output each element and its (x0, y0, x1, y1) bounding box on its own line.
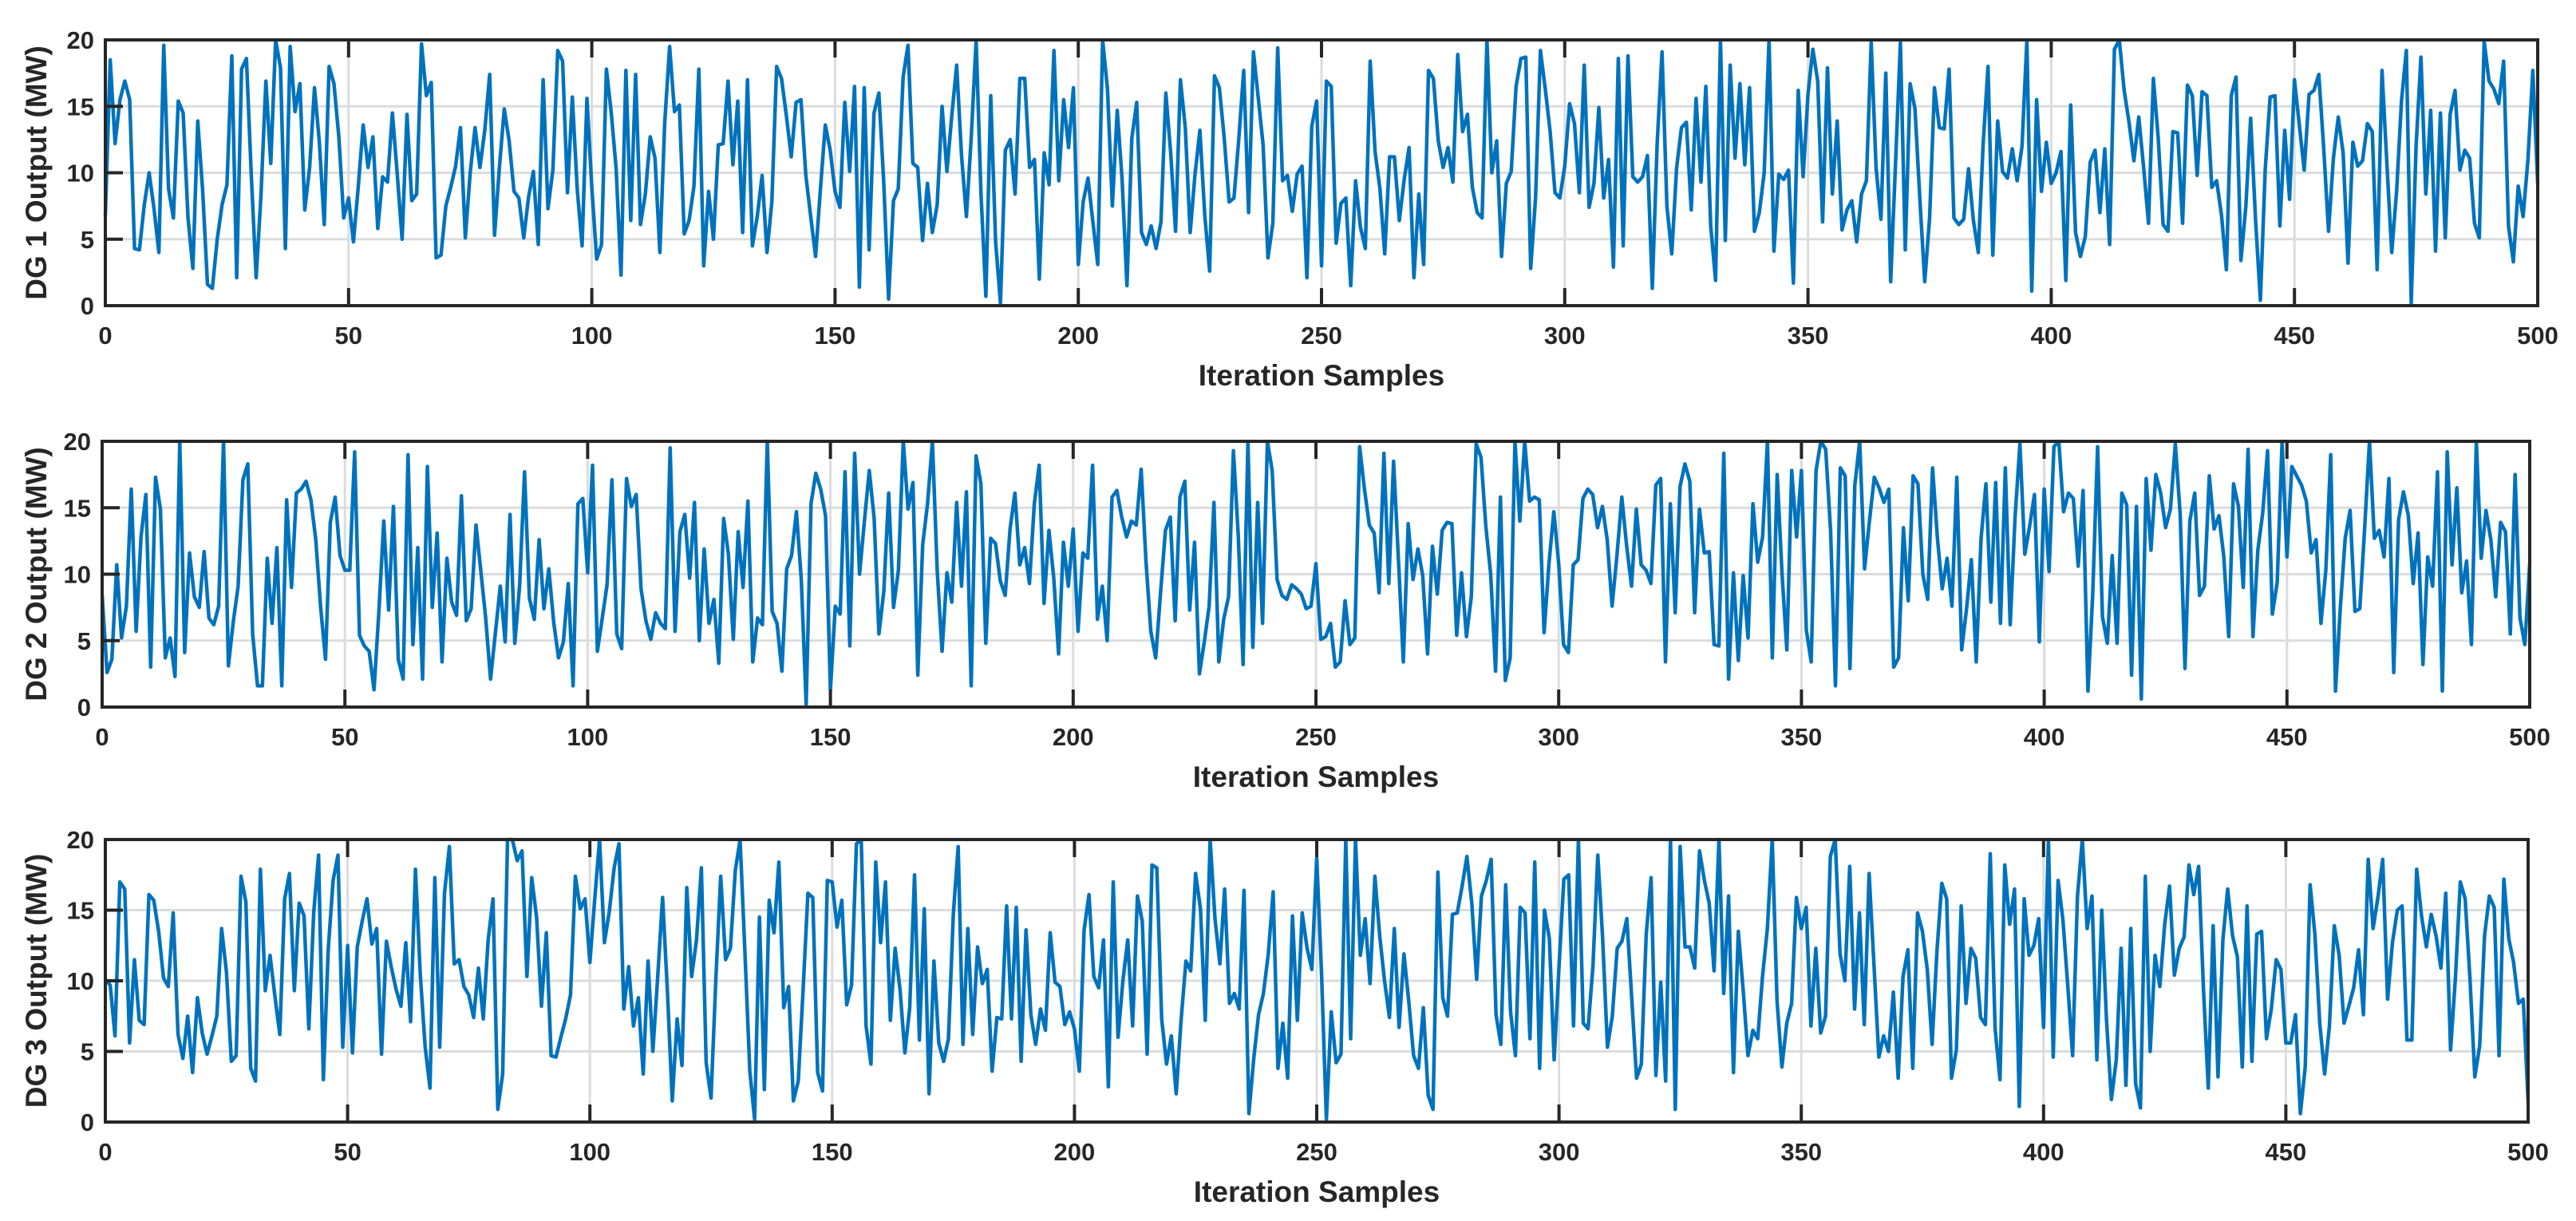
x-tick-label: 400 (2024, 723, 2065, 751)
series-line (103, 38, 2540, 305)
y-tick-label: 0 (81, 292, 94, 320)
y-tick-label: 5 (81, 226, 94, 254)
x-tick-label: 150 (810, 723, 851, 751)
subplot-dg3: 0 50 100 150 200 250 300 350 400 450 500 0 5 10 15 20 It… (20, 826, 2549, 1208)
y-axis-label: DG 3 Output (MW) (20, 854, 53, 1108)
x-tick-label: 300 (1538, 723, 1579, 751)
x-axis-label: Iteration Samples (1193, 761, 1439, 793)
y-tick-label: 15 (67, 93, 94, 121)
x-tick-label: 250 (1296, 1138, 1337, 1166)
x-tick-label: 350 (1780, 1138, 1822, 1166)
x-axis-label: Iteration Samples (1194, 1176, 1440, 1208)
y-tick-label: 15 (67, 897, 94, 925)
x-tick-label: 500 (2509, 723, 2550, 751)
x-tick-label: 0 (98, 1138, 112, 1166)
x-tick-label: 200 (1053, 723, 1094, 751)
y-tick-label: 20 (64, 428, 91, 456)
y-tick-label: 5 (77, 627, 91, 655)
y-tick-label: 0 (81, 1108, 94, 1136)
subplot-dg1: 0 50 100 150 200 250 300 350 400 450 500 0 5 10 15 20 It… (20, 26, 2558, 392)
x-tick-label: 450 (2266, 1138, 2307, 1166)
y-tick-label: 15 (64, 494, 91, 522)
x-tick-label: 350 (1781, 723, 1823, 751)
y-tick-label: 10 (67, 967, 94, 995)
x-tick-label: 350 (1788, 322, 1829, 350)
y-tick-label: 20 (67, 826, 94, 854)
x-tick-label: 200 (1054, 1138, 1096, 1166)
y-tick-label: 10 (67, 160, 94, 188)
series-line (100, 439, 2532, 706)
x-tick-label: 50 (334, 1138, 361, 1166)
x-tick-label: 100 (567, 723, 609, 751)
x-tick-label: 50 (331, 723, 358, 751)
x-tick-label: 150 (812, 1138, 853, 1166)
y-tick-label: 20 (67, 26, 94, 54)
x-tick-label: 400 (2031, 322, 2072, 350)
y-axis-label: DG 2 Output (MW) (20, 447, 53, 701)
x-tick-label: 300 (1544, 322, 1586, 350)
x-tick-label: 200 (1057, 322, 1099, 350)
x-tick-label: 250 (1301, 322, 1342, 350)
x-tick-label: 100 (571, 322, 613, 350)
x-tick-label: 0 (98, 322, 112, 350)
x-tick-label: 50 (335, 322, 362, 350)
x-tick-label: 450 (2266, 723, 2308, 751)
subplot-dg2: 0 50 100 150 200 250 300 350 400 450 500 0 5 10 15 20 It… (20, 428, 2550, 793)
y-axis-label: DG 1 Output (MW) (20, 45, 53, 300)
x-tick-label: 150 (815, 322, 856, 350)
x-tick-label: 500 (2507, 1138, 2549, 1166)
x-tick-label: 400 (2023, 1138, 2064, 1166)
x-tick-label: 500 (2517, 322, 2558, 350)
x-axis-label: Iteration Samples (1199, 359, 1444, 392)
x-tick-label: 0 (95, 723, 109, 751)
x-tick-label: 300 (1539, 1138, 1580, 1166)
y-tick-label: 0 (77, 693, 91, 721)
y-tick-label: 5 (81, 1038, 94, 1066)
x-tick-label: 250 (1295, 723, 1337, 751)
y-tick-label: 10 (64, 561, 91, 589)
x-tick-label: 100 (569, 1138, 610, 1166)
x-tick-label: 450 (2274, 322, 2315, 350)
